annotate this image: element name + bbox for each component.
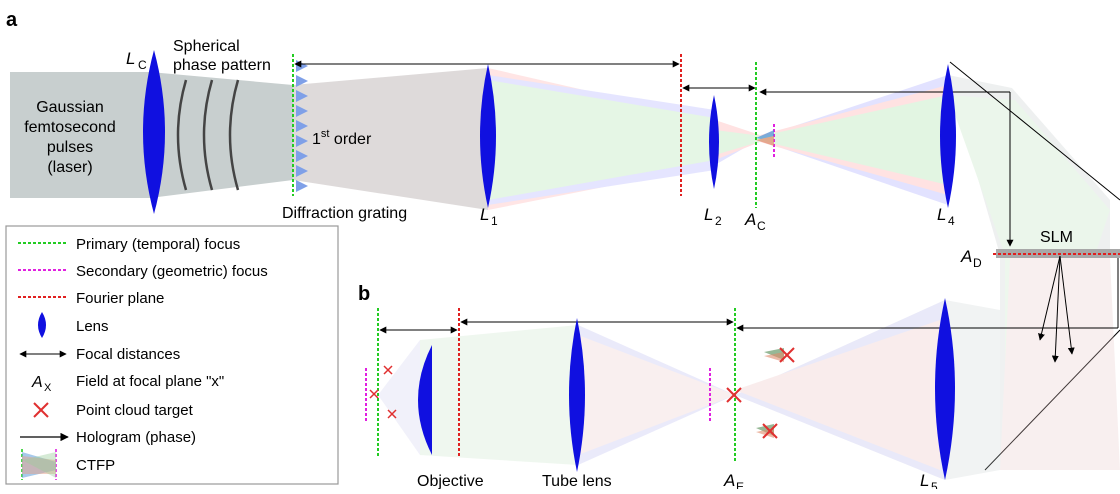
sample-targets bbox=[369, 365, 397, 419]
legend-target-icon bbox=[33, 402, 49, 418]
diffracted-beam bbox=[293, 68, 488, 210]
legend-ctfp: CTFP bbox=[76, 457, 115, 474]
label-ad: A bbox=[960, 247, 972, 266]
beam-rays-b bbox=[378, 300, 1000, 480]
label-ad-sub: D bbox=[973, 256, 982, 270]
legend-field: Field at focal plane "x" bbox=[76, 373, 224, 390]
label-l2: L bbox=[704, 205, 713, 224]
beam-slm-l5 bbox=[1000, 255, 1120, 470]
lens-l4 bbox=[940, 64, 956, 208]
panel-label-a: a bbox=[6, 9, 18, 31]
ae-target bbox=[726, 387, 742, 403]
label-l5: L bbox=[920, 471, 929, 489]
label-tube-lens: Tube lens bbox=[542, 473, 612, 489]
tube-lens bbox=[569, 318, 585, 472]
legend-primary: Primary (temporal) focus bbox=[76, 236, 240, 253]
legend: Primary (temporal) focus Secondary (geom… bbox=[5, 225, 339, 485]
lens-l1 bbox=[480, 64, 496, 208]
beam-rays-l4-slm bbox=[948, 75, 1110, 255]
objective-lens bbox=[418, 345, 432, 455]
beam-rays-l2-l4 bbox=[715, 75, 948, 205]
legend-fourier: Fourier plane bbox=[76, 290, 164, 307]
label-l2-sub: 2 bbox=[715, 214, 722, 228]
laser-label: Gaussian femtosecond pulses (laser) bbox=[24, 99, 116, 176]
label-slm: SLM bbox=[1040, 229, 1073, 246]
label-ae-sub: E bbox=[736, 480, 744, 489]
legend-ctfp-icon bbox=[21, 449, 57, 480]
label-ac: A bbox=[744, 210, 756, 229]
lens-l2 bbox=[709, 95, 719, 189]
lens-lc bbox=[143, 50, 165, 214]
label-first-order: 1st order bbox=[312, 128, 372, 148]
fold-mirror-bottom bbox=[984, 329, 1120, 471]
label-l4-sub: 4 bbox=[948, 214, 955, 228]
svg-text:femtosecond: femtosecond bbox=[24, 119, 116, 136]
legend-focal: Focal distances bbox=[76, 346, 180, 363]
label-l5-sub: 5 bbox=[931, 480, 938, 489]
legend-target: Point cloud target bbox=[76, 402, 194, 419]
hologram-arrows bbox=[1038, 255, 1075, 363]
label-lc-sub: C bbox=[138, 58, 147, 72]
ctfp-ac bbox=[756, 130, 774, 146]
legend-hologram: Hologram (phase) bbox=[76, 429, 196, 446]
label-l1: L bbox=[480, 205, 489, 224]
label-l4: L bbox=[937, 205, 946, 224]
label-l1-sub: 1 bbox=[491, 214, 498, 228]
svg-text:Gaussian: Gaussian bbox=[36, 99, 104, 116]
label-spherical: Spherical bbox=[173, 38, 240, 55]
legend-secondary: Secondary (geometric) focus bbox=[76, 263, 268, 280]
label-lc: L bbox=[126, 49, 135, 68]
label-ae: A bbox=[723, 471, 735, 489]
fold-mirror-top bbox=[949, 61, 1120, 201]
legend-field-a: A bbox=[31, 374, 43, 391]
label-objective: Objective bbox=[417, 473, 484, 489]
panel-label-b: b bbox=[358, 283, 370, 305]
label-ac-sub: C bbox=[757, 219, 766, 233]
beam-rays-l1-l2 bbox=[488, 68, 715, 210]
spherical-phase-pattern bbox=[176, 79, 240, 191]
legend-lens: Lens bbox=[76, 318, 109, 335]
label-phase-pattern: phase pattern bbox=[173, 57, 271, 74]
point-targets-b bbox=[762, 347, 795, 439]
svg-text:pulses: pulses bbox=[47, 139, 93, 156]
label-grating: Diffraction grating bbox=[282, 205, 407, 222]
legend-field-sub: X bbox=[44, 382, 52, 394]
svg-text:(laser): (laser) bbox=[47, 159, 92, 176]
lens-l5 bbox=[935, 298, 955, 480]
legend-lens-icon bbox=[38, 312, 46, 338]
ctfp-targets-b bbox=[756, 348, 784, 438]
